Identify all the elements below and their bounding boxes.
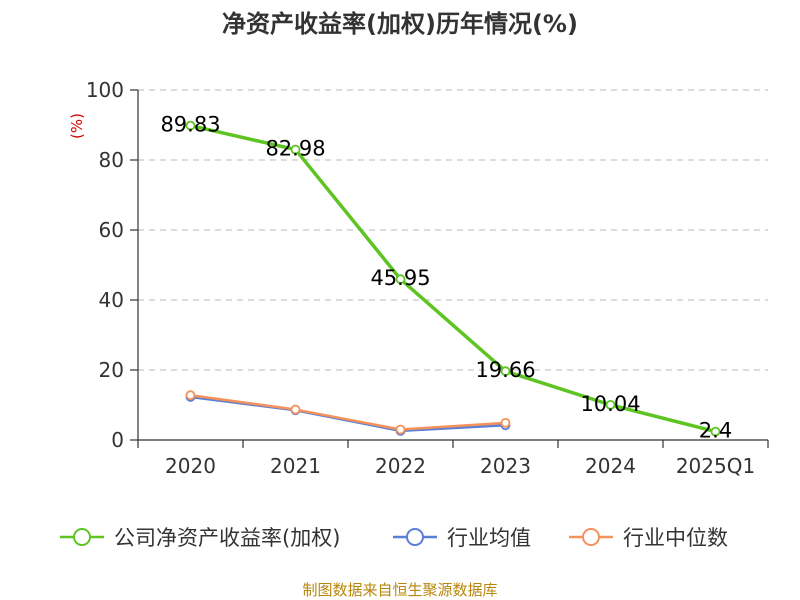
series-0-point-3 [500, 366, 511, 377]
data-label-4: 10.04 [580, 392, 640, 416]
x-axis: 2020 2021 2022 2023 2024 2025Q1 [137, 439, 769, 478]
series-0-point-0 [185, 120, 196, 131]
data-label-2: 45.95 [370, 266, 430, 290]
x-tick-label-2021: 2021 [270, 454, 321, 478]
series-0-point-1 [290, 144, 301, 155]
x-tick-label-2023: 2023 [480, 454, 531, 478]
series-0-point-5 [710, 426, 721, 437]
y-tick-label-0: 0 [111, 428, 124, 452]
x-tick-label-2022: 2022 [375, 454, 426, 478]
y-tick-label-20: 20 [99, 358, 124, 382]
legend-label-1: 行业均值 [447, 526, 531, 550]
legend-marker-2 [582, 528, 600, 546]
series-line-2 [190, 393, 506, 431]
legend-marker-1 [406, 528, 424, 546]
series-2-point-1 [290, 404, 301, 415]
source-note: 制图数据来自恒生聚源数据库 [302, 581, 497, 599]
data-label-1: 82.98 [265, 137, 325, 161]
series-2-point-3 [500, 417, 511, 428]
y-axis: 0 20 40 60 80 100 [86, 78, 139, 452]
y-tick-label-80: 80 [99, 148, 124, 172]
series-2-point-2 [395, 424, 406, 435]
series-0-point-2 [395, 274, 406, 285]
data-label-0: 89.83 [160, 113, 220, 137]
legend-label-2: 行业中位数 [623, 526, 728, 550]
series-group [185, 120, 721, 437]
data-label-5: 2.4 [699, 419, 732, 443]
legend: 公司净资产收益率(加权) 行业均值 行业中位数 [60, 526, 728, 550]
legend-marker-0 [73, 528, 91, 546]
legend-label-0: 公司净资产收益率(加权) [114, 526, 340, 550]
y-axis-unit: (%) [68, 113, 86, 139]
series-2-point-0 [185, 390, 196, 401]
x-tick-label-2025Q1: 2025Q1 [676, 454, 755, 478]
chart-title: 净资产收益率(加权)历年情况(%) [222, 10, 578, 38]
series-line-0 [190, 123, 716, 434]
data-labels: 89.83 82.98 45.95 19.66 10.04 2.4 [160, 113, 732, 443]
x-tick-label-2024: 2024 [585, 454, 636, 478]
x-tick-label-2020: 2020 [165, 454, 216, 478]
y-tick-label-40: 40 [99, 288, 124, 312]
y-tick-label-60: 60 [99, 218, 124, 242]
y-tick-label-100: 100 [86, 78, 124, 102]
data-label-3: 19.66 [475, 358, 535, 382]
series-0-point-4 [605, 399, 616, 410]
gridlines [138, 89, 768, 371]
